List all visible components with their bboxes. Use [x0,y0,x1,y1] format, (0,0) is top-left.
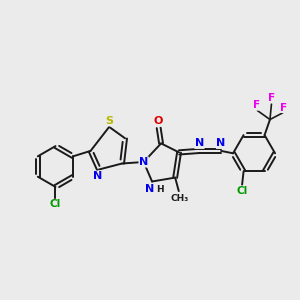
Text: N: N [93,171,102,181]
Text: F: F [280,103,287,112]
Text: Cl: Cl [50,199,61,209]
Text: O: O [154,116,164,126]
Text: N: N [195,138,204,148]
Text: S: S [105,116,113,126]
Text: Cl: Cl [236,186,248,196]
Text: N: N [216,138,226,148]
Text: F: F [268,93,275,103]
Text: CH₃: CH₃ [170,194,188,203]
Text: F: F [253,100,260,110]
Text: N: N [145,184,154,194]
Text: N: N [139,157,148,167]
Text: H: H [156,184,164,194]
